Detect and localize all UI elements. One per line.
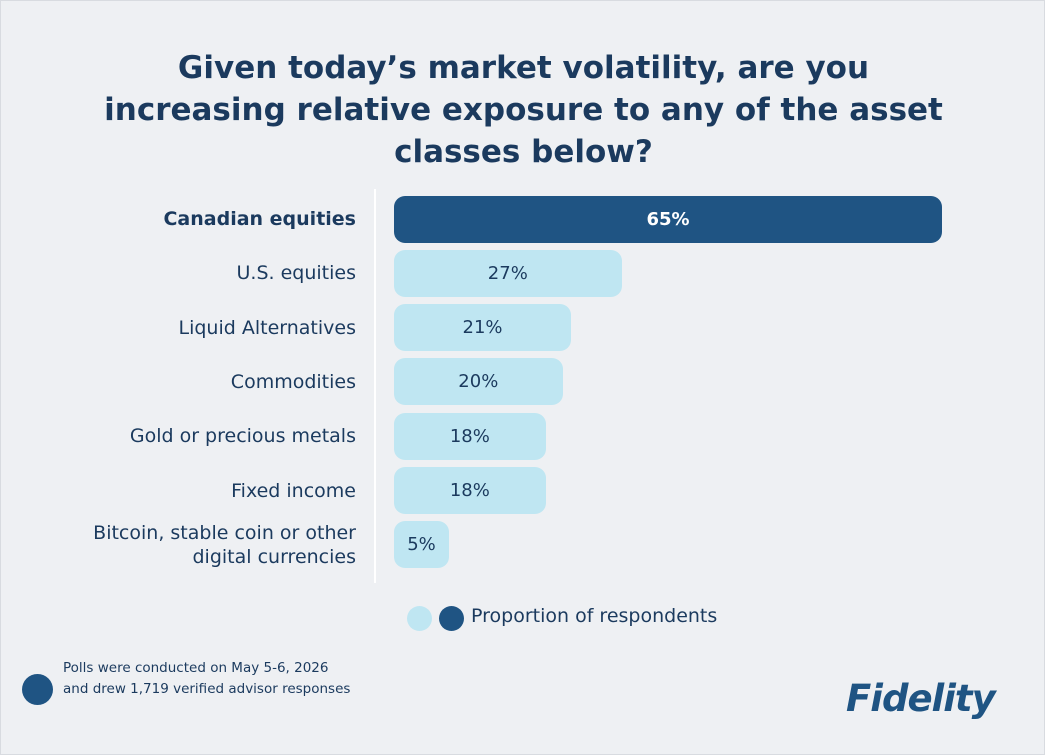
legend-label: Proportion of respondents <box>471 605 718 627</box>
value-label: 21% <box>462 317 503 339</box>
bar: 18% <box>394 412 546 460</box>
chart-title: Given today’s market volatility, are you… <box>104 50 943 170</box>
value-label: 27% <box>487 262 528 284</box>
value-label: 20% <box>458 371 499 393</box>
category-label: Bitcoin, stable coin or other digital cu… <box>93 521 356 568</box>
bar: 21% <box>394 304 572 352</box>
bar: 20% <box>394 358 563 406</box>
legend-swatch <box>439 606 464 631</box>
bar: 5% <box>394 521 449 569</box>
value-label: 18% <box>449 425 490 447</box>
value-label: 65% <box>646 208 690 230</box>
value-label: 5% <box>407 534 436 556</box>
category-label: Gold or precious metals <box>129 425 356 448</box>
logo: Fidelity <box>846 677 996 720</box>
legend-swatch <box>407 606 432 631</box>
category-label: Commodities <box>230 370 356 393</box>
value-label: 18% <box>449 480 490 501</box>
category-label: Fixed income <box>231 479 356 502</box>
footnote: Polls were conducted on May 5-6, 2026 an… <box>63 660 351 697</box>
bar: 18% <box>394 467 546 514</box>
bar: 65% <box>394 195 942 243</box>
category-label: Canadian equities <box>163 208 356 230</box>
category-label: U.S. equities <box>236 262 356 285</box>
category-label: Liquid Alternatives <box>178 316 357 339</box>
footnote-icon <box>22 674 53 705</box>
divider <box>374 189 376 583</box>
bar: 27% <box>394 249 622 297</box>
